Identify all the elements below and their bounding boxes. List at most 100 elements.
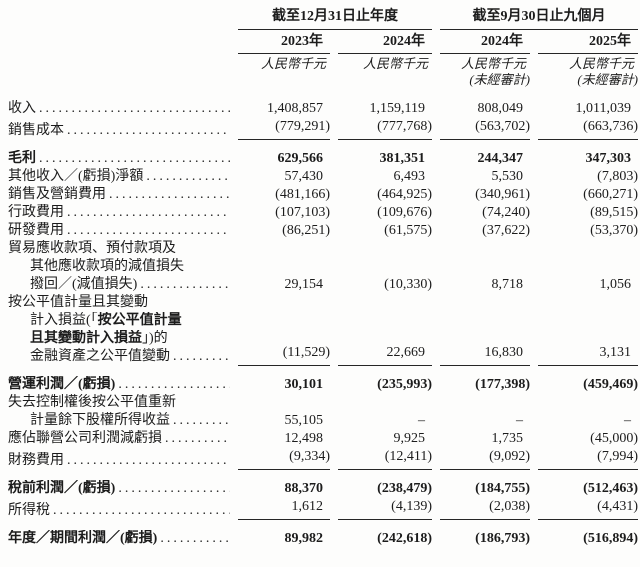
- row-label: 年度／期間利潤／(虧損): [8, 530, 230, 548]
- value-text: (238,479): [377, 481, 432, 496]
- value-cell: 1,408,857: [230, 100, 330, 118]
- value-text: 88,370: [284, 481, 324, 496]
- value-cell: 347,303: [530, 150, 638, 168]
- value-text: (481,166): [275, 187, 330, 202]
- dot-leader: [165, 430, 230, 448]
- period-group-title: 截至9月30日止九個月: [440, 7, 638, 30]
- value-text: (74,240): [482, 205, 530, 220]
- currency-unit-label: 人民幣千元: [568, 56, 634, 71]
- value-text: (663,736): [583, 119, 638, 134]
- value-cell: (663,736): [530, 118, 638, 140]
- value-text: (4,431): [597, 499, 638, 514]
- dot-leader: [173, 412, 230, 430]
- value-cell: (4,139): [330, 498, 432, 520]
- empty-corner-cell: [8, 7, 230, 30]
- label-text: 年度／期間利潤／(虧損): [8, 531, 158, 546]
- year-cell: 2023年: [230, 30, 330, 54]
- label-text: 財務費用: [8, 453, 64, 468]
- dot-leader: [146, 168, 230, 186]
- label-text: 」)的: [142, 331, 168, 346]
- row-label: 按公平值計量且其變動 計入損益(「按公平值計量 且其變動計入損益」)的 金融資產之公平…: [8, 294, 230, 366]
- dot-leader: [39, 150, 230, 168]
- value-text: 629,566: [277, 151, 324, 166]
- value-text: (4,139): [391, 499, 432, 514]
- value-cell: 3,131: [530, 294, 638, 366]
- value-text: 347,303: [585, 151, 632, 166]
- currency-unit-row: 人民幣千元 人民幣千元 人民幣千元 人民幣千元: [8, 54, 638, 72]
- value-cell: (563,702): [432, 118, 530, 140]
- dot-leader: [67, 222, 230, 240]
- row-label: 銷售成本: [8, 118, 230, 140]
- value-cell: (184,755): [432, 480, 530, 498]
- dot-leader: [39, 100, 230, 118]
- value-text: (45,000): [590, 431, 638, 446]
- unit-cell: 人民幣千元: [432, 54, 530, 72]
- label-text: 撥回／(減值損失): [30, 277, 138, 292]
- value-text: 1,056: [599, 277, 632, 292]
- period-group-cell: 截至12月31日止年度: [230, 7, 432, 30]
- value-cell: (9,334): [230, 448, 330, 470]
- year-cell: 2024年: [330, 30, 432, 54]
- row-label: 稅前利潤／(虧損): [8, 480, 230, 498]
- value-cell: (459,469): [530, 376, 638, 394]
- row-label: 收入: [8, 100, 230, 118]
- year-label: 2024年: [440, 30, 530, 54]
- table-row: 銷售成本 (779,291) (777,768) (563,702) (663,736): [8, 118, 638, 140]
- table-header: 截至12月31日止年度 截至9月30日止九個月 2023年 2024年 2024…: [8, 7, 638, 100]
- year-cell: 2025年: [530, 30, 638, 54]
- value-cell: 1,011,039: [530, 100, 638, 118]
- value-text: (660,271): [583, 187, 638, 202]
- table-row: 銷售及營銷費用 (481,166) (464,925) (340,961) (660,2…: [8, 186, 638, 204]
- value-text: (7,994): [597, 449, 638, 464]
- unit-cell: 人民幣千元: [530, 54, 638, 72]
- value-text: 1,159,119: [369, 101, 425, 116]
- table-body: 收入 1,408,857 1,159,119 808,049 1,011,039 銷售成本…: [8, 100, 638, 548]
- table-row: 所得稅 1,612 (4,139) (2,038) (4,431): [8, 498, 638, 520]
- label-text: 銷售及營銷費用: [8, 187, 106, 202]
- label-text: 稅前利潤／(虧損): [8, 481, 116, 496]
- value-cell: 629,566: [230, 150, 330, 168]
- unaudited-note-row: (未經審計) (未經審計): [8, 72, 638, 100]
- value-cell: 89,982: [230, 530, 330, 548]
- value-text: 30,101: [284, 377, 324, 392]
- row-label: 所得稅: [8, 498, 230, 520]
- value-text: (2,038): [489, 499, 530, 514]
- value-cell: (109,676): [330, 204, 432, 222]
- value-text: (184,755): [475, 481, 530, 496]
- table-row: 行政費用 (107,103) (109,676) (74,240) (89,515): [8, 204, 638, 222]
- period-group-cell: 截至9月30日止九個月: [432, 7, 638, 30]
- empty-cell: [230, 72, 330, 100]
- currency-unit-label: 人民幣千元: [460, 56, 526, 71]
- value-cell: (12,411): [330, 448, 432, 470]
- label-text: 行政費用: [8, 205, 64, 220]
- row-label: 行政費用: [8, 204, 230, 222]
- label-text: 研發費用: [8, 223, 64, 238]
- value-text: (11,529): [282, 345, 330, 360]
- value-text: (516,894): [583, 531, 638, 546]
- value-cell: (53,370): [530, 222, 638, 240]
- value-cell: (340,961): [432, 186, 530, 204]
- dot-leader: [109, 186, 230, 204]
- row-label: 其他收入／(虧損)淨額: [8, 168, 230, 186]
- dot-leader: [160, 530, 230, 548]
- value-text: 1,735: [491, 431, 524, 446]
- value-cell: (11,529): [230, 294, 330, 366]
- table-row: 按公平值計量且其變動 計入損益(「按公平值計量 且其變動計入損益」)的 金融資產之公平…: [8, 294, 638, 366]
- value-text: (107,103): [275, 205, 330, 220]
- value-cell: (481,166): [230, 186, 330, 204]
- period-group-row: 截至12月31日止年度 截至9月30日止九個月: [8, 7, 638, 30]
- value-cell: (4,431): [530, 498, 638, 520]
- value-cell: (242,618): [330, 530, 432, 548]
- value-cell: 30,101: [230, 376, 330, 394]
- row-label: 應佔聯營公司利潤減虧損: [8, 430, 230, 448]
- value-cell: –: [530, 394, 638, 430]
- value-text: (109,676): [377, 205, 432, 220]
- unaudited-note: (未經審計): [469, 72, 530, 87]
- value-text: (9,092): [489, 449, 530, 464]
- label-text: 應佔聯營公司利潤減虧損: [8, 431, 162, 446]
- value-cell: (2,038): [432, 498, 530, 520]
- empty-cell: [8, 72, 230, 100]
- value-cell: 5,530: [432, 168, 530, 186]
- value-cell: (238,479): [330, 480, 432, 498]
- value-text: 1,612: [291, 499, 324, 514]
